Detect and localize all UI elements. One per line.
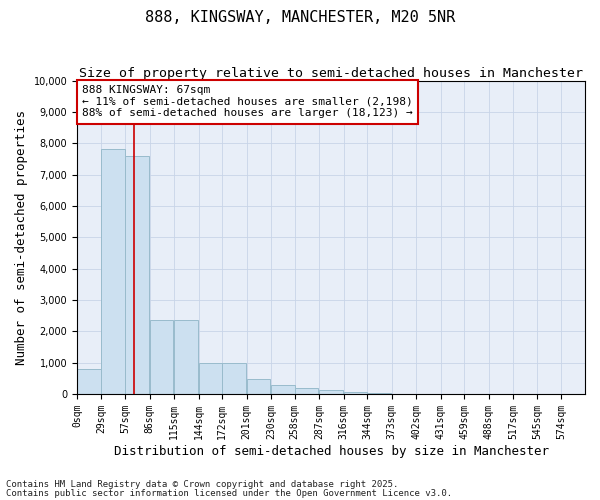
Y-axis label: Number of semi-detached properties: Number of semi-detached properties	[15, 110, 28, 364]
Bar	[174, 320, 197, 394]
Bar	[319, 390, 343, 394]
Bar	[222, 362, 246, 394]
Bar	[77, 369, 101, 394]
Text: Contains HM Land Registry data © Crown copyright and database right 2025.: Contains HM Land Registry data © Crown c…	[6, 480, 398, 489]
Text: Contains public sector information licensed under the Open Government Licence v3: Contains public sector information licen…	[6, 488, 452, 498]
Bar	[247, 379, 270, 394]
Title: Size of property relative to semi-detached houses in Manchester: Size of property relative to semi-detach…	[79, 68, 583, 80]
Bar	[101, 150, 125, 394]
Bar	[295, 388, 319, 394]
Text: 888, KINGSWAY, MANCHESTER, M20 5NR: 888, KINGSWAY, MANCHESTER, M20 5NR	[145, 10, 455, 25]
Bar	[199, 362, 222, 394]
Text: 888 KINGSWAY: 67sqm
← 11% of semi-detached houses are smaller (2,198)
88% of sem: 888 KINGSWAY: 67sqm ← 11% of semi-detach…	[82, 85, 413, 118]
Bar	[125, 156, 149, 394]
Bar	[271, 385, 295, 394]
Bar	[344, 392, 367, 394]
X-axis label: Distribution of semi-detached houses by size in Manchester: Distribution of semi-detached houses by …	[113, 444, 548, 458]
Bar	[149, 320, 173, 394]
Bar	[367, 393, 391, 394]
